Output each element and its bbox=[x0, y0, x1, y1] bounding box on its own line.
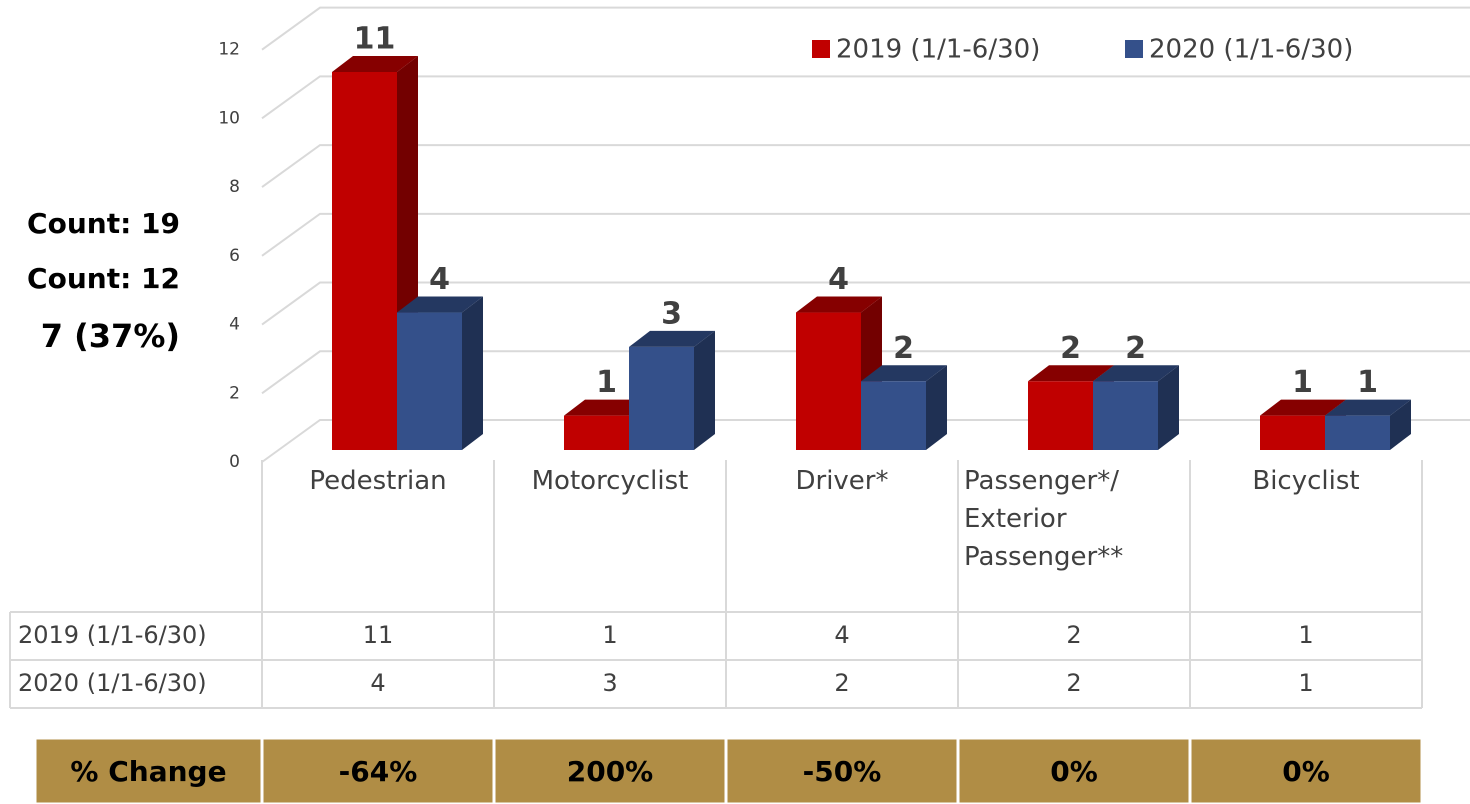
bar-top bbox=[796, 296, 882, 313]
legend-label: 2020 (1/1-6/30) bbox=[1149, 35, 1353, 65]
bar bbox=[629, 346, 694, 450]
x-tick-label: Motorcyclist bbox=[531, 466, 689, 496]
change-cell bbox=[724, 736, 960, 804]
bar-top bbox=[1093, 365, 1179, 382]
change-value: 0% bbox=[1282, 755, 1330, 788]
bar-side bbox=[694, 330, 715, 450]
x-category: Motorcyclist bbox=[531, 466, 689, 496]
bar-top bbox=[861, 365, 947, 382]
change-value: 0% bbox=[1050, 755, 1098, 788]
bar-top bbox=[564, 399, 650, 416]
table-value: 4 bbox=[370, 669, 385, 697]
data-label: 2 bbox=[893, 331, 914, 366]
bar-side bbox=[462, 296, 483, 450]
side-note: Count: 12 bbox=[27, 262, 180, 295]
x-category: Passenger*/ Exterior Passenger** bbox=[964, 466, 1124, 572]
bar-top bbox=[1325, 399, 1411, 416]
data-label: 4 bbox=[828, 262, 849, 297]
grid-line bbox=[261, 350, 1470, 395]
grid-line bbox=[261, 144, 1470, 188]
y-tick-label: 2 bbox=[229, 383, 240, 403]
data-label: 1 bbox=[1292, 365, 1313, 400]
x-tick-label: Driver* bbox=[795, 466, 889, 496]
x-tick-label: Passenger*/ Exterior Passenger** bbox=[964, 466, 1124, 572]
bar-top bbox=[629, 330, 715, 347]
y-tick-label: 10 bbox=[218, 108, 240, 128]
table-value: 2 bbox=[1066, 669, 1081, 697]
y-tick-label: 12 bbox=[218, 40, 240, 60]
table-row-label: 2019 (1/1-6/30) bbox=[18, 621, 207, 649]
change-cell bbox=[956, 736, 1192, 804]
bar-top bbox=[397, 296, 483, 313]
change-cell bbox=[260, 736, 496, 804]
x-tick-label: Pedestrian bbox=[309, 466, 447, 496]
table-value: 3 bbox=[602, 669, 617, 697]
x-category: Pedestrian bbox=[309, 466, 447, 496]
change-value: -64% bbox=[339, 755, 418, 788]
change-value: 200% bbox=[567, 755, 654, 788]
bar-side bbox=[1390, 399, 1411, 450]
bar bbox=[796, 312, 861, 450]
y-tick-label: 6 bbox=[229, 246, 240, 266]
data-label: 3 bbox=[661, 296, 682, 331]
data-label: 1 bbox=[596, 365, 617, 400]
bar bbox=[861, 381, 926, 450]
table-value: 1 bbox=[1298, 669, 1313, 697]
bar-top bbox=[1260, 399, 1346, 416]
y-tick-label: 0 bbox=[229, 452, 240, 472]
side-note: Count: 19 bbox=[27, 207, 180, 240]
legend-swatch bbox=[812, 40, 830, 58]
bar-top bbox=[332, 56, 418, 72]
bar-side bbox=[926, 365, 947, 450]
bar bbox=[564, 415, 629, 450]
bar bbox=[397, 312, 462, 450]
table-value: 11 bbox=[363, 621, 394, 649]
bar bbox=[1093, 381, 1158, 450]
data-label: 4 bbox=[429, 262, 450, 297]
change-label: % Change bbox=[70, 755, 226, 788]
data-label: 2 bbox=[1060, 331, 1081, 366]
data-label: 1 bbox=[1357, 365, 1378, 400]
legend-label: 2019 (1/1-6/30) bbox=[836, 35, 1040, 65]
grid-line bbox=[261, 212, 1470, 257]
change-value: -50% bbox=[803, 755, 882, 788]
table-value: 1 bbox=[1298, 621, 1313, 649]
table-value: 2 bbox=[1066, 621, 1081, 649]
table-value: 2 bbox=[834, 669, 849, 697]
bar-side bbox=[1158, 365, 1179, 450]
bar bbox=[1260, 415, 1325, 450]
x-category: Driver* bbox=[795, 466, 889, 496]
bar bbox=[332, 72, 397, 450]
grid-line bbox=[261, 6, 1470, 51]
y-tick-label: 4 bbox=[229, 315, 240, 335]
table-value: 1 bbox=[602, 621, 617, 649]
change-cell bbox=[1188, 736, 1424, 804]
x-category: Bicyclist bbox=[1252, 466, 1360, 496]
grid-line bbox=[261, 281, 1470, 326]
bar bbox=[1325, 415, 1390, 450]
x-tick-label: Bicyclist bbox=[1252, 466, 1360, 496]
bar bbox=[1028, 381, 1093, 450]
table-value: 4 bbox=[834, 621, 849, 649]
bar-top bbox=[1028, 365, 1114, 382]
y-tick-label: 8 bbox=[229, 177, 240, 197]
side-note: 7 (37%) bbox=[41, 317, 180, 355]
table-row-label: 2020 (1/1-6/30) bbox=[18, 669, 207, 697]
legend-swatch bbox=[1125, 40, 1143, 58]
data-label: 2 bbox=[1125, 331, 1146, 366]
data-label: 11 bbox=[354, 22, 396, 57]
grid-line bbox=[261, 75, 1470, 120]
